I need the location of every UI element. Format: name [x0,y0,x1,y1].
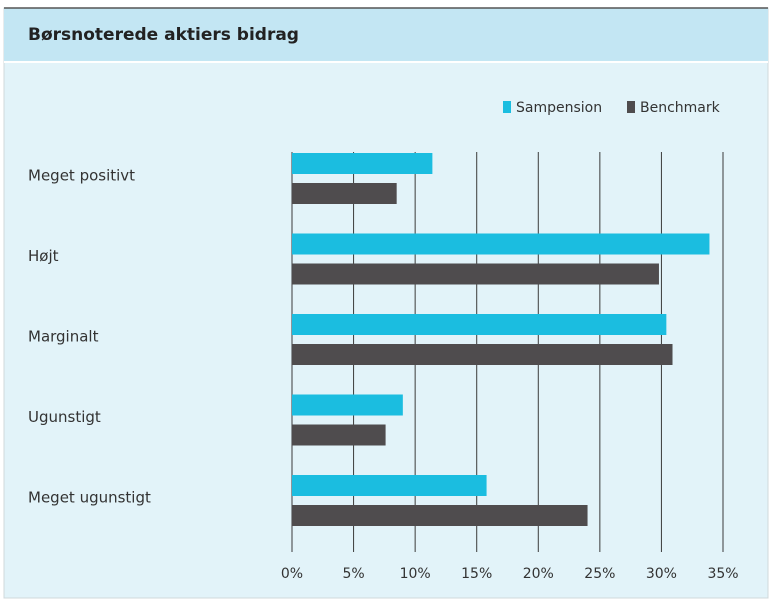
bar [292,424,386,446]
bar [292,263,659,285]
legend-label: Sampension [516,100,602,116]
y-tick-label: Meget positivt [28,167,135,185]
y-tick-label: Meget ugunstigt [28,489,151,507]
bar [292,183,397,204]
header [4,8,768,62]
bar [292,153,433,174]
x-tick-label: 15% [461,566,492,582]
legend-label: Benchmark [640,100,721,116]
chart-title: Børsnoterede aktiers bidrag [28,25,299,45]
bar [292,394,403,416]
y-tick-label: Højt [28,247,59,265]
x-tick-label: 10% [400,566,431,582]
bar [292,505,588,526]
x-tick-label: 5% [342,566,364,582]
legend-swatch [627,101,635,113]
x-tick-label: 20% [523,566,554,582]
bar [292,344,673,365]
y-tick-label: Marginalt [28,328,99,346]
x-tick-label: 35% [707,566,738,582]
bar [292,233,710,255]
x-tick-label: 25% [584,566,615,582]
bar [292,314,667,335]
bar [292,475,487,496]
x-tick-label: 0% [281,566,303,582]
x-tick-label: 30% [646,566,677,582]
legend-swatch [503,101,511,113]
y-tick-label: Ugunstigt [28,408,101,426]
panel [3,7,769,599]
